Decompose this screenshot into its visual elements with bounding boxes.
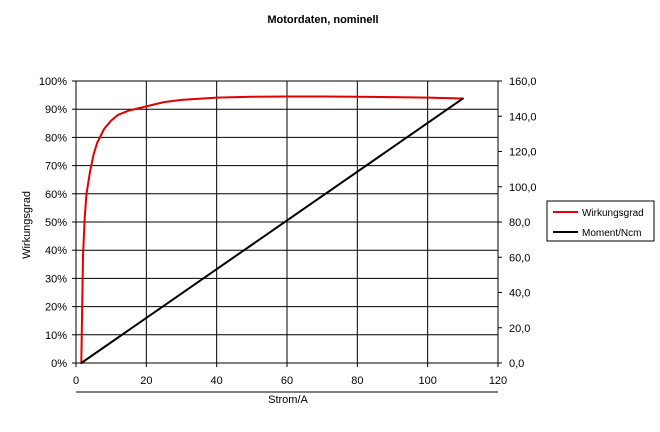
x-tick-label: 80 xyxy=(351,375,363,387)
legend-label: Moment/Ncm xyxy=(582,228,641,239)
y2-tick-label: 120,0 xyxy=(509,147,537,159)
y-tick-label: 40% xyxy=(45,245,67,257)
y-tick-label: 90% xyxy=(45,104,67,116)
series-layer xyxy=(80,95,464,364)
x-tick-label: 100 xyxy=(418,375,436,387)
y-tick-label: 60% xyxy=(45,189,67,201)
y2-tick-label: 0,0 xyxy=(509,358,524,370)
y-tick-label: 10% xyxy=(45,330,67,342)
y-tick-label: 50% xyxy=(45,217,67,229)
legend-box xyxy=(546,200,655,242)
y2-tick-label: 60,0 xyxy=(509,252,530,264)
x-tick-label: 40 xyxy=(211,375,223,387)
y2-tick-label: 40,0 xyxy=(509,288,530,300)
y2-tick-label: 140,0 xyxy=(509,111,537,123)
x-tick-label: 20 xyxy=(140,375,152,387)
series-line-moment xyxy=(80,97,464,364)
y2-tick-label: 100,0 xyxy=(509,182,537,194)
series-line-wirkungsgrad xyxy=(80,95,464,364)
y-tick-label: 100% xyxy=(39,76,67,88)
grid-layer xyxy=(76,80,499,363)
x-tick-label: 0 xyxy=(73,375,79,387)
chart-legend: Wirkungsgrad Moment/Ncm xyxy=(546,200,655,242)
y2-tick-label: 20,0 xyxy=(509,323,530,335)
x-tick-label: 60 xyxy=(281,375,293,387)
y-tick-label: 80% xyxy=(45,132,67,144)
legend-label: Wirkungsgrad xyxy=(582,208,644,219)
x-tick-label: 120 xyxy=(489,375,507,387)
y2-tick-label: 160,0 xyxy=(509,76,537,88)
y-tick-label: 20% xyxy=(45,302,67,314)
y-tick-label: 0% xyxy=(51,358,67,370)
x-axis-label: Strom/A xyxy=(268,394,308,406)
chart-title: Motordaten, nominell xyxy=(267,14,378,26)
y2-tick-label: 80,0 xyxy=(509,217,530,229)
ticks-layer: 0% 10% 20% 30% 40% 50% 60% 70% 80% 90% 100% 0,0 20,0… xyxy=(39,76,537,387)
y-axis-label: Wirkungsgrad xyxy=(21,191,33,259)
y-tick-label: 70% xyxy=(45,161,67,173)
y-tick-label: 30% xyxy=(45,273,67,285)
